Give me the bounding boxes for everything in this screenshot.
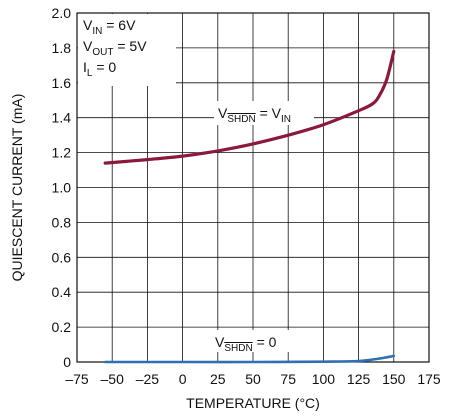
- series-line-2: [103, 354, 396, 364]
- conditions-box-background: [78, 14, 176, 86]
- y-tick-label: 0.8: [52, 214, 72, 230]
- x-tick-label: 50: [245, 371, 261, 387]
- y-tick-label: 1.4: [52, 110, 72, 126]
- y-tick-label: 1.2: [52, 145, 72, 161]
- condition-vin: VIN = 6V: [83, 17, 136, 37]
- x-tick-label: –75: [65, 371, 89, 387]
- x-tick-label: 150: [382, 371, 406, 387]
- y-tick-label: 1.8: [52, 40, 72, 56]
- conditions-box: VIN = 6V VOUT = 5V IL = 0: [78, 14, 176, 86]
- grid: [77, 13, 429, 362]
- condition-vout: VOUT = 5V: [83, 38, 147, 58]
- y-axis-label: QUIESCENT CURRENT (mA): [9, 94, 25, 282]
- x-tick-label: –25: [136, 371, 160, 387]
- x-axis-label: TEMPERATURE (°C): [186, 395, 320, 411]
- series-label-background: [212, 330, 296, 352]
- series-label-shdn-vin: VSHDN = VIN: [214, 101, 314, 125]
- series-line-1: [103, 49, 396, 165]
- condition-il: IL = 0: [83, 59, 116, 79]
- x-tick-label: 175: [417, 371, 441, 387]
- x-tick-label: 25: [210, 371, 226, 387]
- y-tick-label: 1.0: [52, 180, 72, 196]
- y-tick-label: 1.6: [52, 75, 72, 91]
- x-tick-label: 0: [179, 371, 187, 387]
- x-tick-label: 75: [280, 371, 296, 387]
- series-label-shdn-0: VSHDN = 0: [212, 330, 296, 354]
- y-tick-label: 0.6: [52, 249, 72, 265]
- x-tick-label: 125: [347, 371, 371, 387]
- series-label-text: VSHDN = VIN: [218, 105, 291, 125]
- x-tick-label: 100: [312, 371, 336, 387]
- y-tick-label: 0: [63, 354, 71, 370]
- x-tick-label: –50: [101, 371, 125, 387]
- series-layer: [103, 49, 396, 364]
- y-tick-label: 2.0: [52, 5, 72, 21]
- series-label-background: [214, 101, 314, 125]
- tick-labels: –75 –50 –25 0 25 50 75 100 125 150 175 0 0.2 0.4 0.6 0.…: [52, 5, 441, 387]
- y-tick-label: 0.4: [52, 284, 72, 300]
- series-label-text: VSHDN = 0: [215, 334, 277, 354]
- y-tick-label: 0.2: [52, 319, 72, 335]
